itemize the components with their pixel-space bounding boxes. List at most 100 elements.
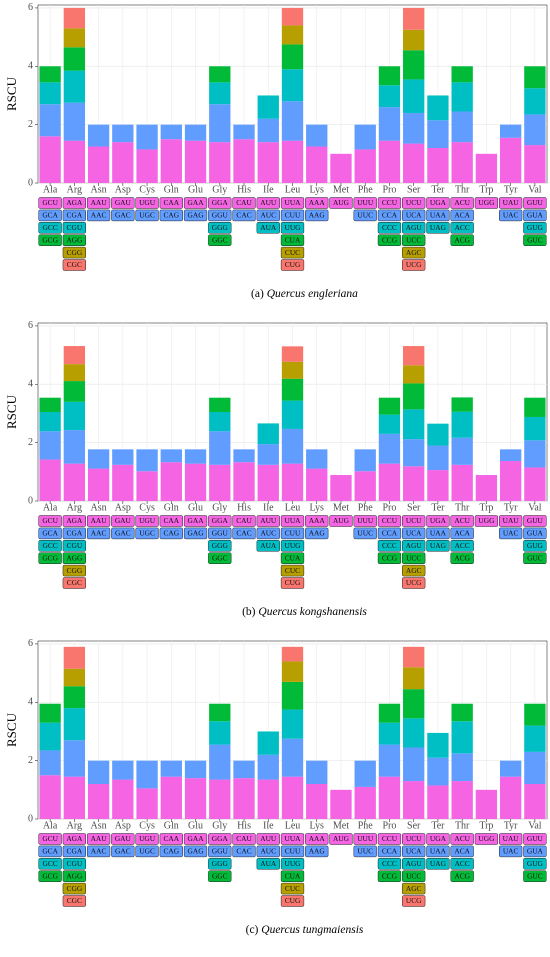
codon-label: GGG	[212, 223, 229, 232]
codon-cell	[256, 858, 280, 870]
codon-cell	[208, 197, 232, 209]
codon-label: AAA	[309, 198, 326, 207]
bar-segment	[475, 153, 498, 183]
codon-label: GUA	[527, 529, 544, 538]
bar-segment	[378, 414, 401, 434]
codon-cell	[111, 845, 135, 858]
codon-label: UAU	[503, 834, 520, 843]
codon-label: GCG	[42, 871, 58, 880]
codon-label: CUU	[285, 211, 301, 220]
bar-segment	[475, 789, 498, 819]
x-tick-label: Trp	[479, 502, 493, 513]
bar-segment	[281, 661, 304, 682]
codon-label: AGC	[406, 566, 422, 575]
codon-label: UGU	[139, 198, 156, 207]
codon-label: AGA	[66, 516, 83, 525]
bar-segment	[112, 779, 134, 819]
codon-cell	[111, 209, 135, 222]
codon-label: ACC	[455, 541, 470, 550]
codon-label: UCC	[406, 553, 421, 562]
bar-segment	[451, 111, 473, 143]
codon-label: UGA	[430, 834, 447, 843]
x-tick-label: Phe	[358, 184, 374, 195]
codon-label: UAG	[430, 859, 447, 868]
bar-segment	[63, 346, 86, 365]
codon-cell	[305, 845, 329, 858]
codon-label: AUC	[260, 529, 276, 538]
bar-segment	[209, 82, 231, 105]
codon-label: CGU	[67, 859, 83, 868]
bar-segment	[451, 753, 473, 782]
codon-label: CGA	[67, 847, 83, 856]
x-tick-label: Lys	[310, 502, 325, 513]
bar-segment	[63, 28, 86, 48]
bar-segment	[39, 703, 61, 723]
codon-label: UAC	[503, 529, 519, 538]
codon-cell	[450, 540, 474, 552]
x-tick-label: Val	[528, 502, 542, 513]
codon-cell	[280, 870, 305, 882]
codon-cell	[377, 234, 402, 246]
bar-segment	[281, 44, 304, 70]
bar-segment	[136, 760, 158, 789]
codon-cell	[523, 858, 547, 870]
codon-label: AAG	[309, 529, 326, 538]
codon-cell	[232, 527, 256, 540]
codon-cell	[62, 895, 86, 907]
codon-label: UGA	[430, 198, 447, 207]
y-tick-label: 4	[28, 697, 33, 708]
codon-cell	[111, 197, 135, 209]
codon-cell	[62, 833, 86, 845]
x-tick-label: Gln	[164, 820, 179, 831]
x-tick-label: Asp	[115, 820, 131, 831]
codon-cell	[208, 833, 232, 845]
bar-segment	[378, 776, 401, 819]
x-tick-label: His	[237, 502, 251, 513]
codon-cell	[183, 515, 208, 527]
codon-label: AGU	[406, 859, 423, 868]
codon-cell	[62, 540, 86, 552]
bar-segment	[39, 136, 61, 183]
codon-label: CAC	[236, 211, 251, 220]
codon-label: AGU	[406, 223, 423, 232]
bar-segment	[281, 378, 304, 401]
codon-label: UGG	[478, 834, 495, 843]
codon-cell	[377, 527, 402, 540]
x-tick-label: Ala	[43, 502, 58, 513]
bar-segment	[281, 646, 304, 662]
codon-label: GCA	[42, 847, 58, 856]
codon-label: CCA	[382, 847, 398, 856]
caption-label: (c)	[246, 924, 259, 936]
codon-label: ACG	[454, 235, 470, 244]
bar-segment	[209, 703, 231, 722]
bar-segment	[499, 137, 522, 183]
codon-cell	[86, 209, 111, 222]
x-tick-label: Val	[528, 820, 542, 831]
codon-cell	[280, 882, 305, 895]
codon-cell	[208, 209, 232, 222]
codon-label: GAG	[188, 847, 205, 856]
bar-segment	[233, 124, 255, 140]
codon-cell	[523, 845, 547, 858]
bar-segment	[427, 423, 449, 446]
codon-cell	[256, 209, 280, 222]
codon-cell	[353, 833, 377, 845]
codon-cell	[402, 222, 426, 234]
codon-label: ACA	[454, 529, 470, 538]
codon-label: GAG	[188, 529, 205, 538]
bar-segment	[403, 747, 425, 782]
bar-segment	[403, 718, 425, 748]
codon-cell	[377, 552, 402, 564]
bar-segment	[524, 145, 546, 183]
codon-cell	[402, 259, 426, 271]
bar-segment	[209, 104, 231, 143]
codon-label: UUG	[284, 223, 301, 232]
codon-cell	[377, 833, 402, 845]
codon-cell	[402, 870, 426, 882]
bar-segment	[63, 686, 86, 709]
x-tick-label: Leu	[285, 820, 301, 831]
codon-label: GCG	[42, 553, 58, 562]
codon-cell	[450, 833, 474, 845]
x-tick-label: Ile	[263, 184, 274, 195]
codon-label: CCC	[382, 541, 397, 550]
